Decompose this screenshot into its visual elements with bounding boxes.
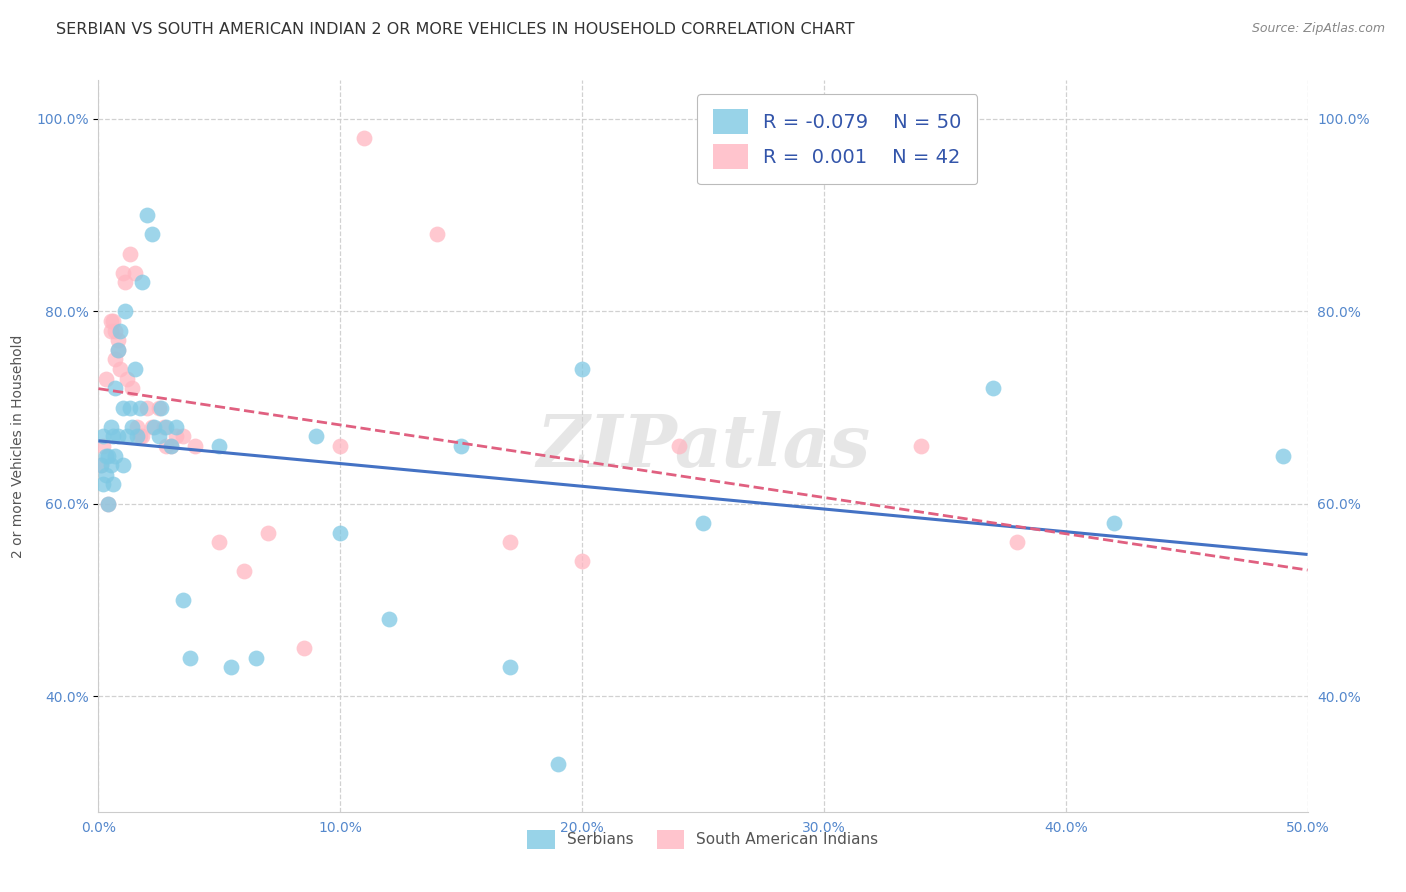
Point: [111, 266, 134, 280]
Text: Source: ZipAtlas.com: Source: ZipAtlas.com: [1251, 22, 1385, 36]
Point: [124, 362, 146, 376]
Point: [101, 477, 124, 491]
Point: [143, 419, 166, 434]
Point: [150, 401, 173, 415]
Point: [135, 208, 157, 222]
Y-axis label: 2 or more Vehicles in Household: 2 or more Vehicles in Household: [11, 334, 25, 558]
Point: [377, 612, 399, 626]
Point: [160, 439, 183, 453]
Point: [107, 343, 129, 357]
Point: [160, 439, 183, 453]
Point: [108, 362, 131, 376]
Text: SERBIAN VS SOUTH AMERICAN INDIAN 2 OR MORE VEHICLES IN HOUSEHOLD CORRELATION CHA: SERBIAN VS SOUTH AMERICAN INDIAN 2 OR MO…: [56, 22, 855, 37]
Point: [121, 419, 143, 434]
Point: [100, 324, 122, 338]
Point: [100, 419, 122, 434]
Point: [107, 343, 129, 357]
Point: [97, 497, 120, 511]
Point: [107, 333, 129, 347]
Point: [450, 439, 472, 453]
Point: [256, 525, 278, 540]
Point: [97, 449, 120, 463]
Point: [104, 324, 127, 338]
Point: [100, 458, 122, 473]
Point: [104, 381, 127, 395]
Point: [1272, 449, 1295, 463]
Point: [426, 227, 449, 242]
Point: [208, 535, 231, 549]
Point: [910, 439, 932, 453]
Point: [94, 371, 117, 385]
Point: [668, 439, 690, 453]
Point: [498, 535, 520, 549]
Point: [179, 650, 201, 665]
Point: [111, 401, 134, 415]
Point: [152, 419, 174, 434]
Point: [981, 381, 1004, 395]
Point: [121, 381, 143, 395]
Point: [104, 352, 127, 367]
Point: [571, 554, 593, 568]
Point: [135, 401, 157, 415]
Point: [1007, 535, 1029, 549]
Point: [141, 227, 163, 242]
Point: [100, 314, 122, 328]
Point: [165, 429, 187, 443]
Point: [353, 131, 375, 145]
Point: [124, 266, 146, 280]
Point: [148, 429, 170, 443]
Point: [692, 516, 714, 530]
Point: [165, 419, 187, 434]
Point: [111, 458, 134, 473]
Point: [108, 324, 131, 338]
Point: [305, 429, 328, 443]
Point: [131, 276, 153, 290]
Point: [90, 458, 112, 473]
Point: [127, 429, 149, 443]
Point: [155, 419, 177, 434]
Point: [107, 429, 129, 443]
Point: [172, 593, 194, 607]
Point: [128, 401, 150, 415]
Legend: Serbians, South American Indians: Serbians, South American Indians: [522, 823, 884, 855]
Point: [114, 304, 136, 318]
Point: [292, 641, 315, 656]
Point: [329, 439, 352, 453]
Point: [114, 276, 136, 290]
Text: ZIPatlas: ZIPatlas: [536, 410, 870, 482]
Point: [571, 362, 593, 376]
Point: [245, 650, 267, 665]
Point: [329, 525, 352, 540]
Point: [131, 429, 153, 443]
Point: [101, 429, 124, 443]
Point: [127, 419, 149, 434]
Point: [118, 246, 141, 260]
Point: [104, 449, 127, 463]
Point: [117, 429, 139, 443]
Point: [128, 429, 150, 443]
Point: [91, 477, 114, 491]
Point: [547, 756, 569, 771]
Point: [94, 449, 117, 463]
Point: [208, 439, 231, 453]
Point: [184, 439, 207, 453]
Point: [90, 458, 112, 473]
Point: [221, 660, 243, 674]
Point: [101, 314, 124, 328]
Point: [498, 660, 520, 674]
Point: [94, 467, 117, 482]
Point: [91, 439, 114, 453]
Point: [172, 429, 194, 443]
Point: [155, 439, 177, 453]
Point: [141, 419, 163, 434]
Point: [91, 429, 114, 443]
Point: [118, 401, 141, 415]
Point: [117, 371, 139, 385]
Point: [232, 564, 254, 578]
Point: [148, 401, 170, 415]
Point: [97, 497, 120, 511]
Point: [1102, 516, 1125, 530]
